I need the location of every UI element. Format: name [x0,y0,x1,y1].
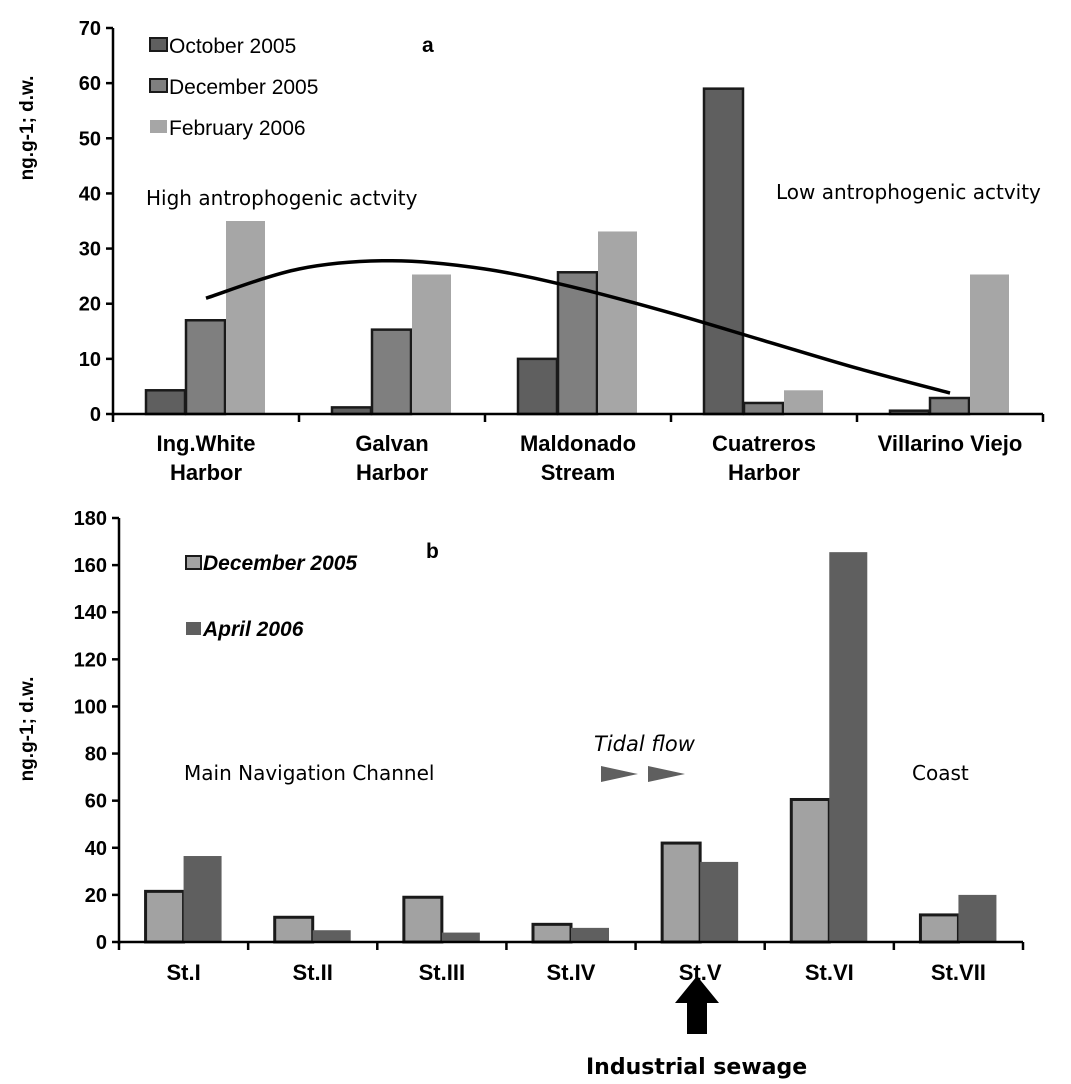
tidal-flow-arrow-icon [648,766,685,782]
bar-december-2005-cuatreros-harbor [742,401,785,416]
annotation-industrial-sewage: Industrial sewage [586,1055,807,1080]
bar-april-2006-st-iv [571,927,609,942]
bar-february-2006-maldonado-stream [598,231,637,414]
bar-october-2005-cuatreros-harbor [702,87,745,416]
y-tick-label: 60 [85,791,107,813]
category-label: Villarino Viejo [878,431,1023,456]
bar-february-2006-ing-white-harbor [226,221,265,414]
chart-b-panel-label: b [426,540,439,563]
legend-label-october-2005: October 2005 [169,35,296,58]
chart-b-x-ticks [117,942,1025,950]
legend-swatch-october-2005 [149,37,168,52]
y-tick-label: 40 [79,183,101,205]
y-tick-label: 50 [79,128,101,150]
tidal-flow-arrow-icon [601,766,638,782]
legend-label-december-2005-b: December 2005 [203,552,357,575]
bar-february-2006-villarino-viejo [970,274,1009,414]
category-label: Harbor [170,460,243,485]
legend-swatch-december-2005-b [185,555,202,570]
chart-a-bars [144,87,1009,416]
y-tick-label: 60 [79,73,101,95]
bar-february-2006-cuatreros-harbor [784,390,823,414]
category-label: Stream [541,460,616,485]
bar-april-2006-st-vi [829,552,868,942]
category-label: St.VI [805,960,854,985]
y-tick-label: 140 [74,602,107,624]
category-label: Galvan [355,431,428,456]
category-label: St.II [293,960,333,985]
bar-december-2005-st-v [660,841,702,944]
y-tick-label: 160 [74,555,107,577]
y-tick-label: 180 [74,508,107,530]
y-tick-label: 0 [90,404,101,426]
chart-a-x-ticks [111,414,1045,422]
y-tick-label: 20 [79,294,101,316]
chart-b-category-labels: St.I St.II St.III St.IV St.V St.VI St.VII [166,960,985,985]
category-label: Cuatreros [712,431,816,456]
annotation-high-activity: High antrophogenic actvity [146,186,418,210]
industrial-sewage-arrow-icon [675,976,719,1034]
bar-april-2006-st-v [700,861,739,942]
chart-a-legend: October 2005 December 2005 February 2006 [149,35,318,140]
y-tick-label: 100 [74,696,107,718]
bar-december-2005-st-ii [273,915,315,944]
category-label: St.III [419,960,465,985]
annotation-low-activity: Low antrophogenic actvity [776,180,1041,204]
chart-a-category-labels: Ing.White Harbor Galvan Harbor Maldonado Stre… [157,431,1023,485]
y-tick-label: 40 [85,838,107,860]
bar-april-2006-st-i [183,856,222,942]
legend-swatch-april-2006 [186,622,201,635]
bar-october-2005-ing-white-harbor [144,389,187,416]
legend-label-february-2006: February 2006 [169,117,306,140]
bar-december-2005-villarino-viejo [928,396,971,416]
legend-label-april-2006: April 2006 [202,618,304,641]
annotation-tidal-flow: Tidal flow [594,732,696,756]
chart-b-bars [144,552,997,944]
bar-december-2005-st-vii [918,913,960,944]
legend-label-december-2005: December 2005 [169,76,318,99]
y-tick-label: 10 [79,349,101,371]
category-label: Harbor [728,460,801,485]
bar-december-2005-st-vi [789,797,831,944]
y-tick-label: 80 [85,744,107,766]
bar-april-2006-st-iii [441,932,480,942]
bar-october-2005-maldonado-stream [516,357,559,416]
chart-a: 0 10 20 30 40 50 60 70 Ing.White Harbor Galvan Har… [17,18,1045,485]
category-label: Maldonado [520,431,636,456]
annotation-coast: Coast [912,761,969,785]
category-label: Harbor [356,460,429,485]
bar-december-2005-st-i [144,889,186,944]
category-label: St.I [166,960,200,985]
y-tick-label: 30 [79,239,101,261]
legend-swatch-december-2005 [149,78,168,93]
y-tick-label: 20 [85,885,107,907]
bar-february-2006-galvan-harbor [412,274,451,414]
y-tick-label: 0 [96,932,107,954]
chart-b-legend: December 2005 April 2006 [185,552,357,641]
chart-a-y-axis-label: ng.g-1; d.w. [17,76,38,181]
y-tick-label: 120 [74,649,107,671]
legend-swatch-february-2006 [150,120,167,133]
chart-a-y-ticks: 0 10 20 30 40 50 60 70 [79,18,113,426]
y-tick-label: 70 [79,18,101,40]
bar-december-2005-ing-white-harbor [184,319,227,416]
bar-december-2005-st-iv [531,922,573,944]
bar-december-2005-maldonado-stream [556,271,599,416]
category-label: St.IV [547,960,596,985]
chart-a-trendline [205,258,951,395]
chart-b-y-axis-label: ng.g-1; d.w. [17,677,38,782]
chart-b: 0 20 40 60 80 100 120 140 160 180 St.I St.II St.III… [17,508,1025,1080]
annotation-main-navigation-channel: Main Navigation Channel [184,761,434,785]
bar-april-2006-st-vii [958,894,997,942]
bar-april-2006-st-ii [312,930,351,942]
category-label: St.VII [931,960,986,985]
chart-a-panel-label: a [422,34,434,57]
bar-december-2005-galvan-harbor [370,328,413,416]
chart-b-y-ticks: 0 20 40 60 80 100 120 140 160 180 [74,508,119,954]
bar-december-2005-st-iii [402,895,444,944]
category-label: Ing.White [157,431,256,456]
